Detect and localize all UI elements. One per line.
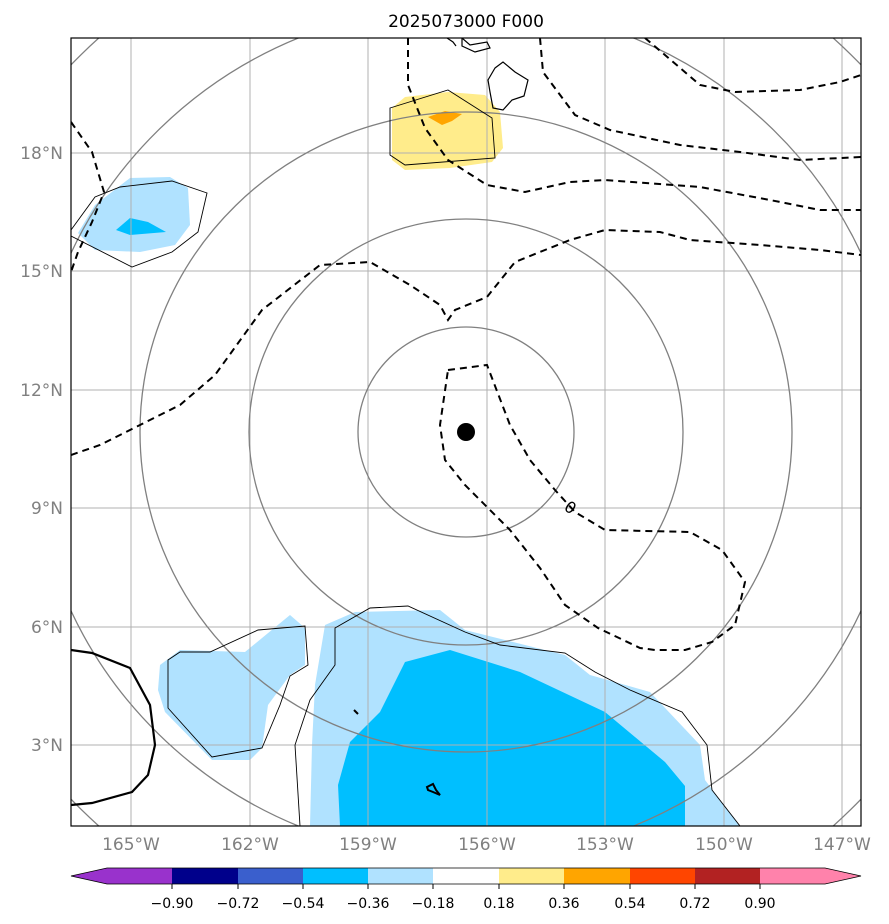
lat-label: 18°N bbox=[20, 144, 63, 164]
colorbar-swatch bbox=[71, 868, 172, 884]
colorbar-swatch bbox=[172, 868, 238, 884]
lon-label: 159°W bbox=[339, 835, 397, 855]
lat-label: 12°N bbox=[20, 381, 63, 401]
lat-label: 3°N bbox=[31, 736, 63, 756]
lat-label: 9°N bbox=[31, 499, 63, 519]
colorbar-tick-label: −0.54 bbox=[282, 896, 325, 912]
blue-region-northwest bbox=[116, 218, 166, 235]
colorbar-outline bbox=[70, 867, 862, 885]
colorbar-tick-label: −0.90 bbox=[151, 896, 194, 912]
light-blue-region-southwest bbox=[158, 615, 305, 760]
gridlines bbox=[71, 38, 861, 826]
lon-label: 150°W bbox=[695, 835, 753, 855]
colorbar-tick-label: −0.18 bbox=[412, 896, 455, 912]
lat-label: 15°N bbox=[20, 262, 63, 282]
colorbar-swatch bbox=[564, 868, 630, 884]
colorbar-tick-labels: −0.90 −0.72 −0.54 −0.36 −0.18 0.18 0.36 … bbox=[151, 896, 776, 912]
colorbar-swatch bbox=[760, 868, 861, 884]
thin-contours bbox=[71, 89, 741, 826]
map-title: 2025073000 F000 bbox=[388, 12, 544, 32]
colorbar-tick-label: 0.90 bbox=[744, 896, 775, 912]
colorbar-tick-label: −0.72 bbox=[217, 896, 260, 912]
lon-label: 156°W bbox=[458, 835, 516, 855]
colorbar-swatch bbox=[695, 868, 760, 884]
colorbar-swatch bbox=[433, 868, 499, 884]
colorbar-tick-label: 0.54 bbox=[614, 896, 645, 912]
kiribati-coast bbox=[71, 648, 157, 807]
colorbar: −0.90 −0.72 −0.54 −0.36 −0.18 0.18 0.36 … bbox=[70, 867, 862, 912]
orange-region-north bbox=[428, 111, 462, 125]
colorbar-swatch bbox=[630, 868, 695, 884]
lat-label: 6°N bbox=[31, 618, 63, 638]
latitude-labels: 18°N 15°N 12°N 9°N 6°N 3°N bbox=[20, 144, 63, 756]
hawaii-big-island-coast bbox=[487, 61, 529, 111]
colorbar-swatch bbox=[303, 868, 368, 884]
colorbar-swatch bbox=[368, 868, 433, 884]
colorbar-tick-label: −0.36 bbox=[347, 896, 390, 912]
blue-region-south bbox=[338, 650, 685, 826]
storm-center-marker bbox=[457, 423, 475, 441]
map-frame bbox=[70, 37, 862, 827]
atoll-coast bbox=[425, 782, 441, 796]
coastlines bbox=[71, 38, 529, 807]
lon-label: 147°W bbox=[813, 835, 871, 855]
lon-label: 162°W bbox=[221, 835, 279, 855]
lon-label: 153°W bbox=[576, 835, 634, 855]
filled-contours bbox=[78, 92, 740, 826]
maui-coast bbox=[461, 38, 491, 53]
lon-label: 165°W bbox=[102, 835, 160, 855]
colorbar-swatch bbox=[499, 868, 564, 884]
island-small bbox=[446, 38, 457, 47]
light-blue-region-northwest bbox=[78, 177, 190, 252]
colorbar-tick-label: 0.18 bbox=[483, 896, 514, 912]
colorbar-tick-label: 0.36 bbox=[548, 896, 579, 912]
colorbar-ticks bbox=[171, 884, 761, 889]
dashed-isolines bbox=[71, 38, 861, 651]
colorbar-tick-label: 0.72 bbox=[679, 896, 710, 912]
colorbar-swatch bbox=[238, 868, 303, 884]
longitude-labels: 165°W 162°W 159°W 156°W 153°W 150°W 147°… bbox=[102, 835, 871, 855]
